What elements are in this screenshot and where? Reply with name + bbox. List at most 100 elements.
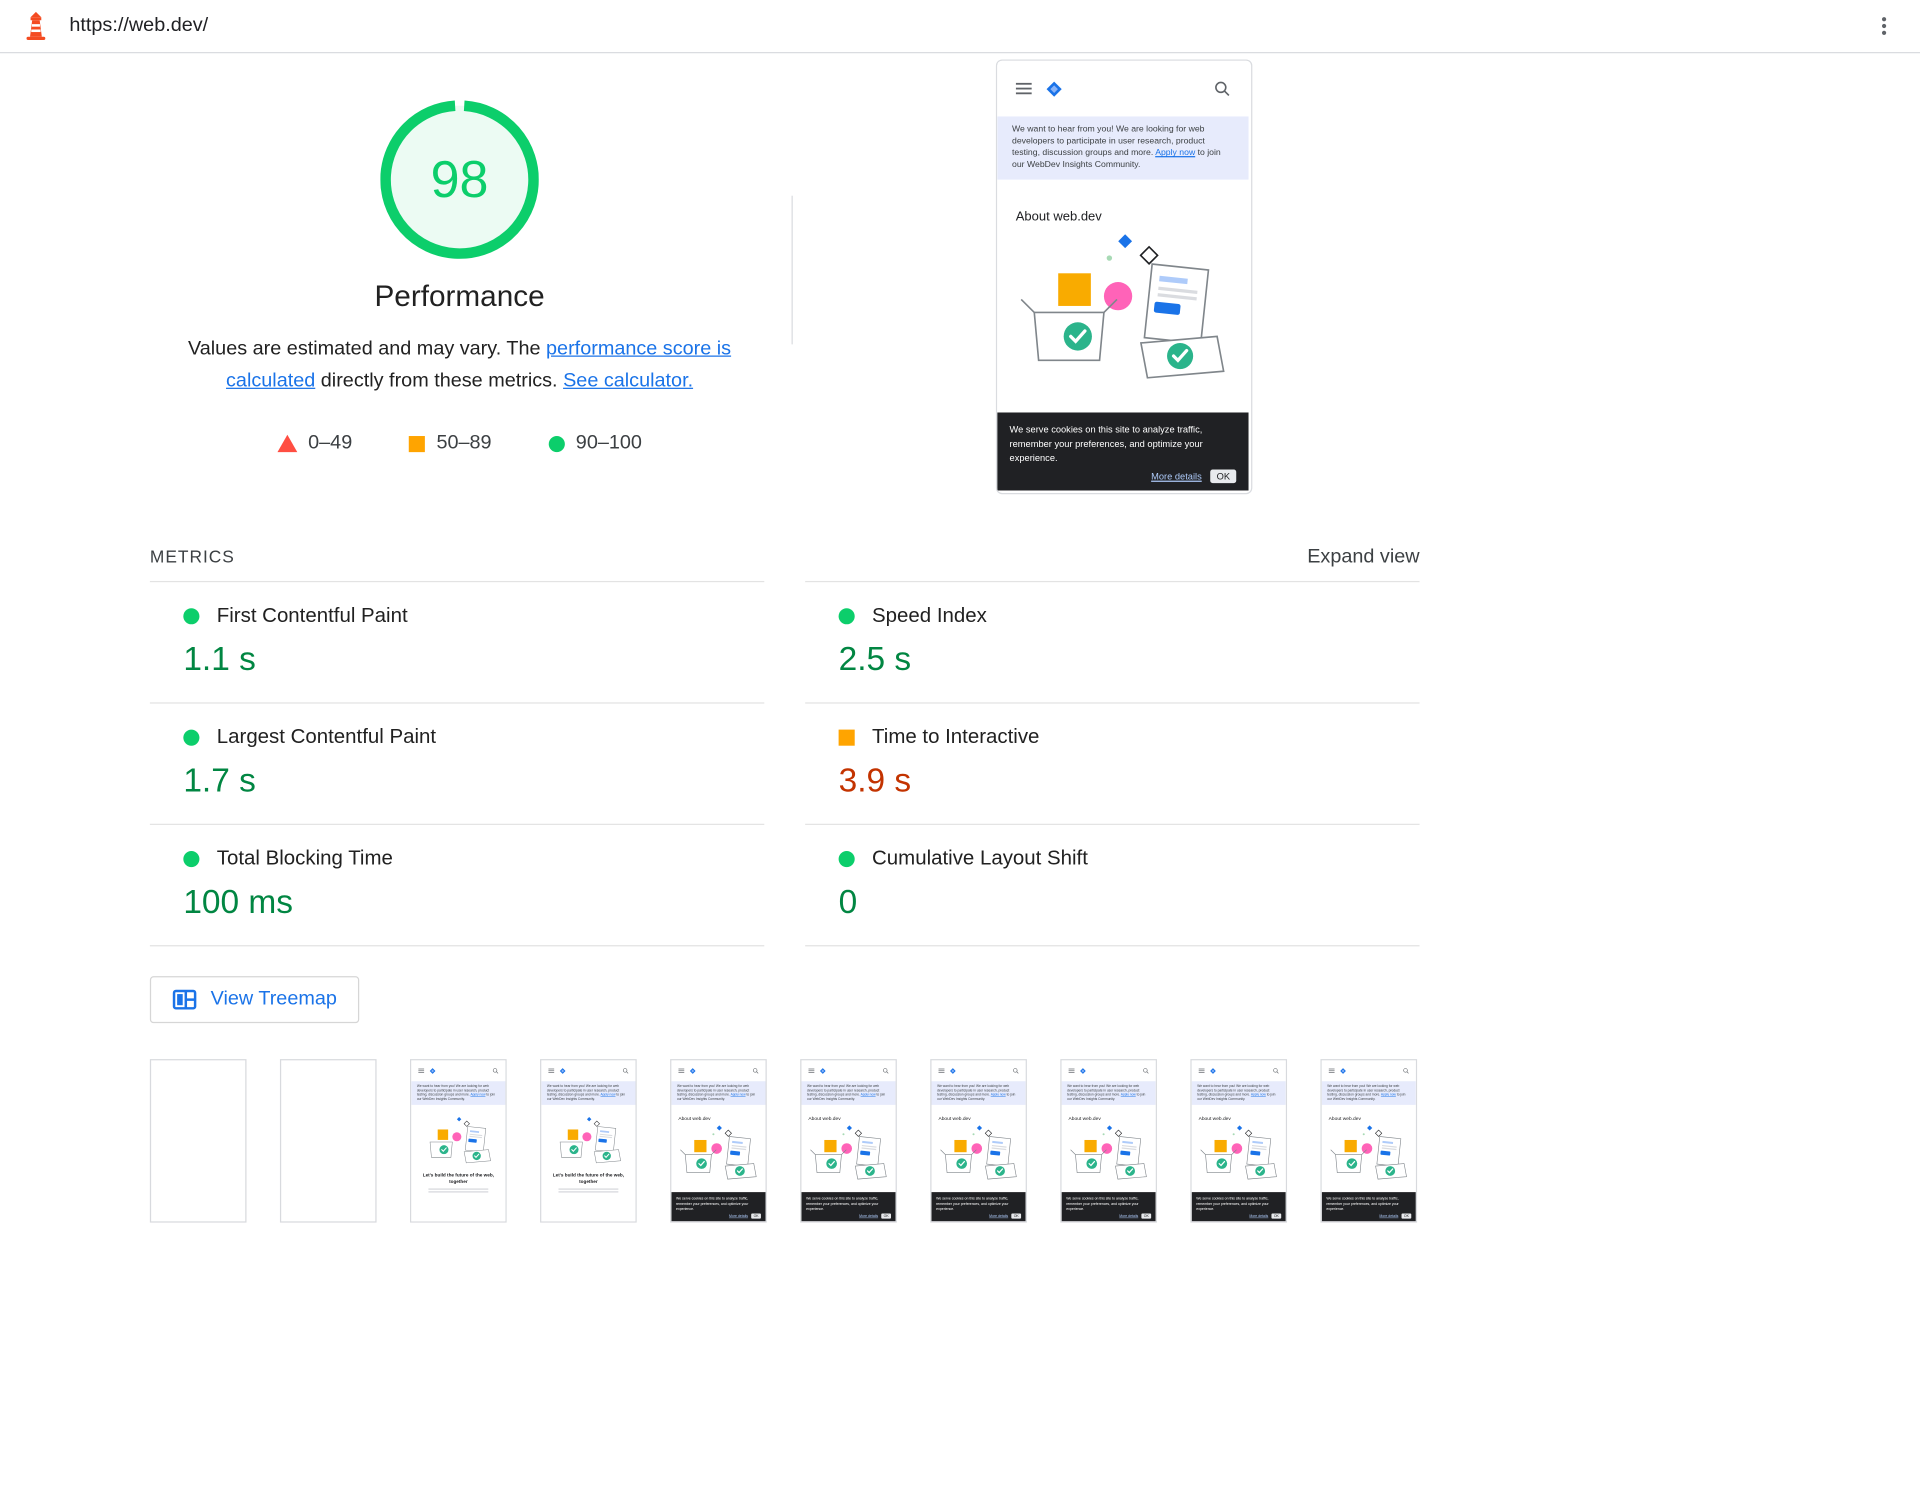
- banner-text: We want to hear from you! We are looking…: [807, 1084, 880, 1097]
- webdev-page-preview: We want to hear from you! We are looking…: [1191, 1060, 1286, 1222]
- preview-navbar: [1062, 1060, 1156, 1081]
- webdev-logo-icon: [1080, 1067, 1086, 1074]
- cookie-text: We serve cookies on this site to analyze…: [936, 1196, 1009, 1212]
- webdev-logo-icon: [1046, 80, 1062, 97]
- cookie-text: We serve cookies on this site to analyze…: [1066, 1196, 1139, 1212]
- more-details-link: More details: [1249, 1213, 1269, 1219]
- score-calculated-link[interactable]: performance score is calculated: [226, 338, 732, 392]
- ok-button: OK: [881, 1213, 892, 1219]
- search-icon: [1215, 81, 1230, 97]
- metric-largest-contentful-paint: Largest Contentful Paint 1.7 s: [149, 702, 765, 823]
- about-heading: About web.dev: [938, 1115, 971, 1122]
- filmstrip-frame-loaded: We want to hear from you! We are looking…: [670, 1059, 767, 1223]
- preview-navbar: [541, 1060, 635, 1081]
- banner-text: to join our WebDev Insights Community.: [1327, 1093, 1406, 1102]
- banner-text: to join our WebDev Insights Community.: [807, 1093, 886, 1102]
- preview-navbar: [411, 1060, 505, 1081]
- search-icon: [622, 1068, 629, 1074]
- metric-status-icon: [838, 850, 855, 867]
- research-banner: We want to hear from you! We are looking…: [671, 1081, 766, 1105]
- apply-now-link: Apply now: [1120, 1093, 1136, 1097]
- about-heading: About web.dev: [1015, 208, 1102, 224]
- view-treemap-button[interactable]: View Treemap: [149, 976, 360, 1024]
- filmstrip-frame-loaded: We want to hear from you! We are looking…: [1060, 1059, 1157, 1223]
- research-banner: We want to hear from you! We are looking…: [1321, 1081, 1416, 1105]
- cookie-banner: We serve cookies on this site to analyze…: [671, 1192, 766, 1222]
- filmstrip: We want to hear from you! We are looking…: [149, 1059, 1420, 1223]
- legend-fail: 0–49: [277, 432, 352, 454]
- score-column: 98 Performance Values are estimated and …: [150, 53, 769, 494]
- cookie-banner: We serve cookies on this site to analyze…: [997, 412, 1249, 491]
- filmstrip-frame-blank: [279, 1059, 377, 1223]
- search-icon: [1273, 1068, 1279, 1074]
- cookie-text: We serve cookies on this site to analyze…: [1009, 423, 1203, 464]
- about-heading: About web.dev: [808, 1115, 841, 1122]
- search-icon: [492, 1068, 499, 1074]
- performance-score-value: 98: [430, 149, 489, 209]
- expand-view-toggle[interactable]: Expand view: [1307, 546, 1420, 568]
- banner-text: We want to hear from you! We are looking…: [1327, 1084, 1400, 1097]
- banner-text: We want to hear from you! We are looking…: [416, 1084, 490, 1097]
- webdev-illustration: [932, 1125, 1026, 1182]
- metric-value: 3.9 s: [838, 761, 912, 799]
- more-details-link: More details: [729, 1213, 749, 1219]
- toolbar: https://web.dev/: [0, 0, 1920, 54]
- performance-gauge[interactable]: 98: [380, 100, 539, 259]
- banner-text: We want to hear from you! We are looking…: [1067, 1084, 1140, 1097]
- search-icon: [1403, 1068, 1409, 1074]
- ok-button: OK: [1210, 469, 1237, 484]
- metrics-grid: First Contentful Paint 1.1 s Speed Index…: [149, 580, 1420, 947]
- hamburger-menu-icon: [418, 1068, 425, 1073]
- webdev-page-preview: We want to hear from you! We are looking…: [931, 1060, 1026, 1222]
- filmstrip-frame-loaded: We want to hear from you! We are looking…: [930, 1059, 1027, 1223]
- banner-text: We want to hear from you! We are looking…: [676, 1084, 750, 1097]
- banner-text: to join our WebDev Insights Community.: [416, 1093, 496, 1102]
- score-title: Performance: [374, 279, 545, 314]
- see-calculator-link[interactable]: See calculator.: [563, 370, 694, 392]
- preview-navbar: [997, 61, 1248, 117]
- webdev-page-loading-preview: We want to hear from you! We are looking…: [411, 1060, 506, 1222]
- research-banner: We want to hear from you! We are looking…: [411, 1081, 506, 1105]
- apply-now-link: Apply now: [730, 1093, 746, 1097]
- metric-status-icon: [838, 728, 855, 746]
- view-treemap-label: View Treemap: [210, 988, 337, 1010]
- about-heading: About web.dev: [1328, 1115, 1361, 1122]
- webdev-illustration: [1062, 1125, 1156, 1182]
- average-square-icon: [409, 435, 426, 452]
- apply-now-link: Apply now: [1380, 1093, 1396, 1097]
- webdev-logo-icon: [950, 1067, 956, 1074]
- apply-now-link: Apply now: [1155, 149, 1196, 158]
- webdev-logo-icon: [1210, 1067, 1216, 1074]
- cookie-banner: We serve cookies on this site to analyze…: [1321, 1192, 1416, 1222]
- hamburger-menu-icon: [938, 1068, 945, 1073]
- research-banner: We want to hear from you! We are looking…: [931, 1081, 1026, 1105]
- banner-text: to join our WebDev Insights Community.: [546, 1093, 626, 1102]
- filmstrip-frame-loading: We want to hear from you! We are looking…: [410, 1059, 507, 1223]
- ok-button: OK: [751, 1213, 761, 1219]
- tested-url: https://web.dev/: [69, 14, 209, 36]
- metric-speed-index: Speed Index 2.5 s: [805, 580, 1420, 702]
- preview-navbar: [1192, 1060, 1286, 1081]
- research-banner: We want to hear from you! We are looking…: [1191, 1081, 1286, 1105]
- banner-text: to join our WebDev Insights Community.: [676, 1093, 756, 1102]
- search-icon: [753, 1068, 759, 1074]
- cookie-banner: We serve cookies on this site to analyze…: [1191, 1192, 1286, 1222]
- webdev-logo-icon: [689, 1067, 696, 1074]
- research-banner: We want to hear from you! We are looking…: [1061, 1081, 1156, 1105]
- hamburger-menu-icon: [548, 1068, 555, 1073]
- section-divider: [791, 195, 793, 345]
- metric-value: 0: [838, 883, 858, 921]
- search-icon: [883, 1068, 889, 1074]
- webdev-illustration: [801, 1125, 895, 1182]
- hero-title: Let's build the future of the web, toget…: [422, 1172, 494, 1185]
- metric-cumulative-layout-shift: Cumulative Layout Shift 0: [805, 823, 1420, 947]
- kebab-menu-icon[interactable]: [1868, 10, 1900, 42]
- banner-text: to join our WebDev Insights Community.: [1012, 149, 1221, 170]
- metric-first-contentful-paint: First Contentful Paint 1.1 s: [149, 580, 765, 702]
- webdev-page-preview: We want to hear from you! We are looking…: [671, 1060, 766, 1222]
- webdev-logo-icon: [1340, 1067, 1346, 1074]
- hamburger-menu-icon: [1015, 82, 1032, 95]
- legend-pass: 90–100: [548, 432, 642, 454]
- ok-button: OK: [1271, 1213, 1282, 1219]
